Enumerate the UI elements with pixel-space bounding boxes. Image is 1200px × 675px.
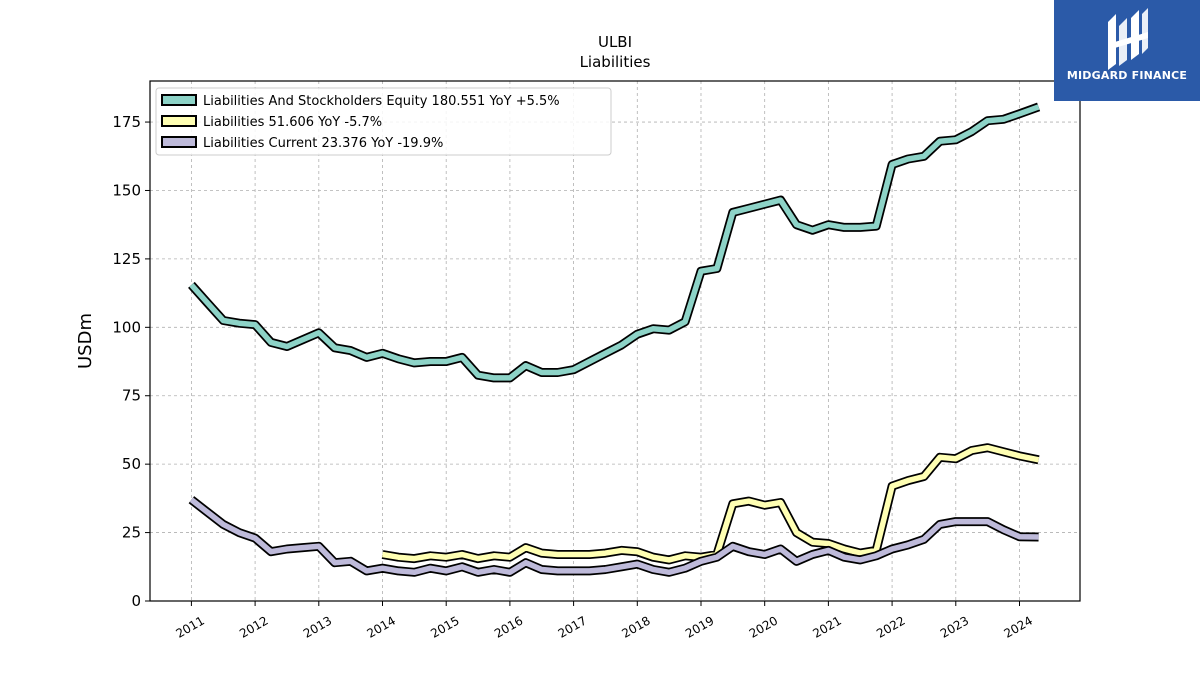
legend-swatch-2 xyxy=(161,115,197,127)
x-tick-label: 2022 xyxy=(874,613,907,640)
chart-titles: ULBI Liabilities xyxy=(580,33,651,71)
midgard-logo-icon xyxy=(1108,8,1148,70)
y-axis-ticks: 0 25 50 75 100 125 150 175 xyxy=(112,113,150,610)
y-tick-label: 175 xyxy=(112,113,141,131)
legend-label-1: Liabilities And Stockholders Equity 180.… xyxy=(203,94,560,109)
x-tick-label: 2020 xyxy=(747,613,780,640)
y-tick-label: 100 xyxy=(112,318,141,336)
x-tick-label: 2019 xyxy=(683,613,716,640)
x-tick-label: 2011 xyxy=(173,613,206,640)
legend-label-2: Liabilities 51.606 YoY -5.7% xyxy=(203,115,382,130)
series-layer xyxy=(188,102,1041,577)
x-tick-label: 2021 xyxy=(810,613,843,640)
y-axis-label: USDm xyxy=(75,313,96,369)
series-line-3 xyxy=(189,497,1039,576)
legend-box xyxy=(155,87,612,156)
legend-label-3: Liabilities Current 23.376 YoY -19.9% xyxy=(203,136,443,151)
x-tick-label: 2016 xyxy=(492,613,525,640)
x-tick-label: 2024 xyxy=(1002,613,1035,640)
x-tick-label: 2017 xyxy=(556,613,589,640)
x-axis-ticks: 2011 2012 2013 2014 2015 2016 2017 2018 2019 2020… xyxy=(173,601,1035,641)
x-tick-label: 2014 xyxy=(365,613,398,640)
x-tick-label: 2015 xyxy=(428,613,461,640)
legend-swatch-1 xyxy=(161,94,197,106)
y-tick-label: 150 xyxy=(112,181,141,199)
plot-frame xyxy=(149,80,1081,602)
x-tick-label: 2013 xyxy=(301,613,334,640)
brand-name: MIDGARD FINANCE xyxy=(1066,69,1188,82)
y-tick-label: 25 xyxy=(122,524,141,542)
y-tick-label: 50 xyxy=(122,455,141,473)
y-tick-label: 125 xyxy=(112,250,141,268)
y-tick-label: 75 xyxy=(122,387,141,405)
series-line-1 xyxy=(189,104,1040,381)
x-tick-label: 2012 xyxy=(237,613,270,640)
x-tick-label: 2018 xyxy=(619,613,652,640)
legend-swatch-3 xyxy=(161,136,197,148)
brand-logo: MIDGARD FINANCE xyxy=(1054,0,1200,101)
chart-title: ULBI xyxy=(598,33,632,51)
x-tick-label: 2023 xyxy=(938,613,971,640)
legend: Liabilities And Stockholders Equity 180.… xyxy=(155,87,612,156)
y-tick-label: 0 xyxy=(131,592,141,610)
chart-subtitle: Liabilities xyxy=(580,53,651,71)
